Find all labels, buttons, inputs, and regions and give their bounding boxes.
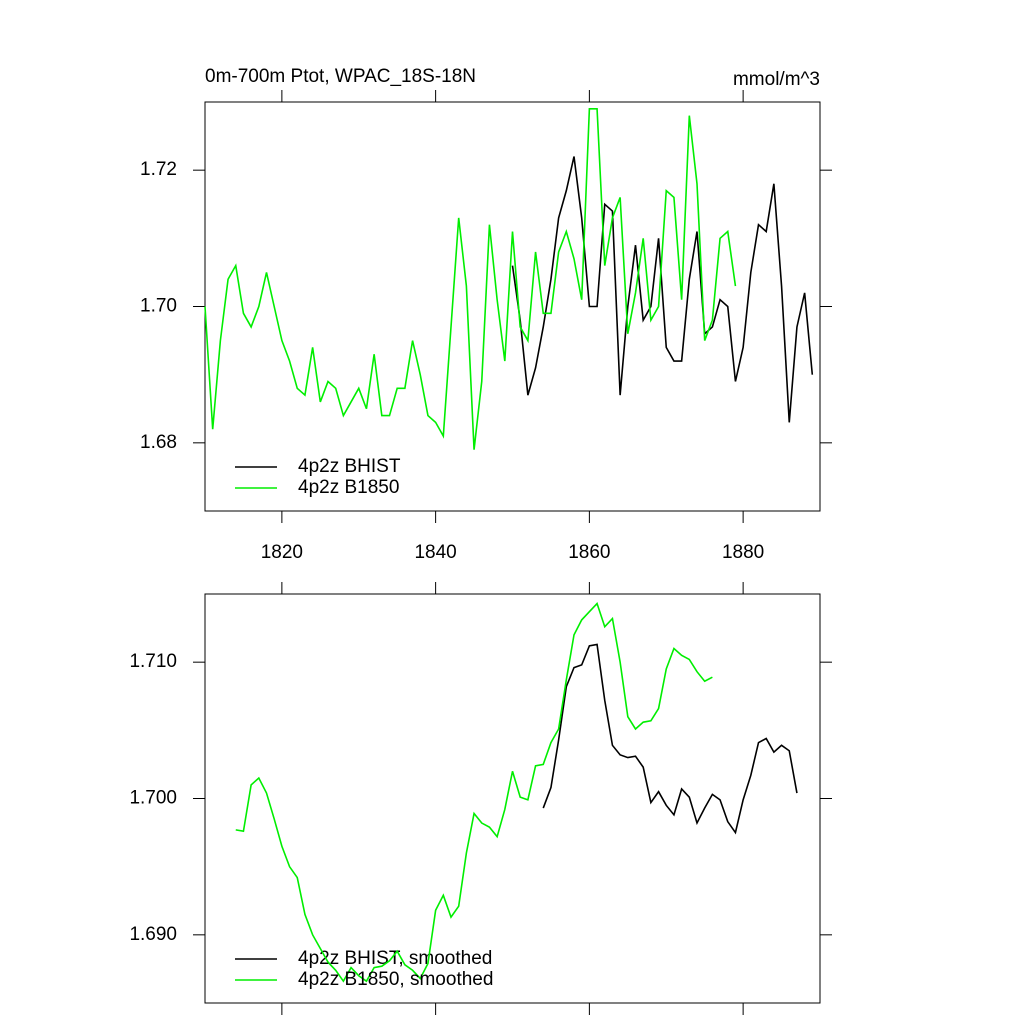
x-tick-label: 1840 [414,542,456,563]
x-tick-label: 1880 [722,542,764,563]
y-tick-label: 1.710 [129,651,177,672]
y-tick-label: 1.70 [140,296,177,317]
series-line [235,602,713,983]
y-tick-label: 1.72 [140,159,177,180]
chart-title: 0m-700m Ptot, WPAC_18S-18N [205,66,476,87]
legend-label: 4p2z BHIST, smoothed [298,948,492,969]
y-tick-label: 1.690 [129,924,177,945]
x-tick-label: 1820 [261,542,303,563]
plot-frame [204,593,821,1004]
legend-label: 4p2z B1850, smoothed [298,969,493,990]
y-tick-label: 1.68 [140,432,177,453]
series-line [542,643,798,835]
series-line [511,156,814,423]
series-line [204,108,737,450]
legend-label: 4p2z B1850 [298,477,399,498]
x-tick-label: 1860 [568,542,610,563]
units-label: mmol/m^3 [733,69,820,90]
y-tick-label: 1.700 [129,788,177,809]
legend-label: 4p2z BHIST [298,456,401,477]
